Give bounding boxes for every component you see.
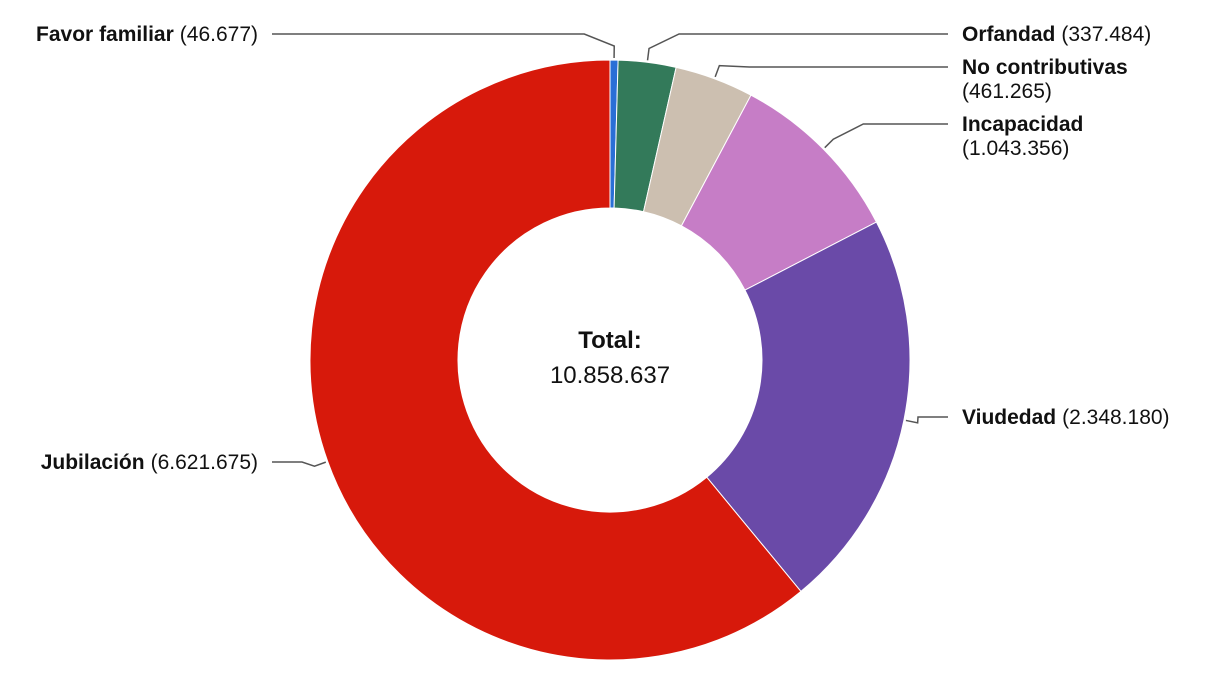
slice-label-value: (46.677) xyxy=(180,23,258,46)
slice-label-jubilacion: Jubilación (6.621.675) xyxy=(41,451,258,474)
slice-label-name: Orfandad xyxy=(962,23,1055,46)
leader-line-jubilacion xyxy=(272,461,327,467)
slice-viudedad xyxy=(706,221,911,593)
slice-label-value: (2.348.180) xyxy=(1062,406,1169,429)
slice-label-viudedad: Viudedad (2.348.180) xyxy=(962,406,1170,429)
slice-label-value: (337.484) xyxy=(1061,23,1151,46)
slice-label-incapacidad: Incapacidad (1.043.356) xyxy=(962,113,1083,160)
leader-line-viudedad xyxy=(905,416,948,424)
slice-label-value: (461.265) xyxy=(962,80,1052,103)
slice-label-value: (1.043.356) xyxy=(962,137,1069,160)
slice-labels: Favor familiar (46.677) Orfandad (337.484) N… xyxy=(36,23,1170,474)
leader-line-incapacidad xyxy=(824,123,948,149)
slice-label-value: (6.621.675) xyxy=(151,451,258,474)
center-value: 10.858.637 xyxy=(550,362,670,389)
slice-label-name: Viudedad xyxy=(962,406,1056,429)
donut-slices xyxy=(309,59,911,661)
leader-line-orfandad xyxy=(646,33,948,61)
slice-label-name: Jubilación xyxy=(41,451,145,474)
slice-label-orfandad: Orfandad (337.484) xyxy=(962,23,1151,46)
slice-label-name: No contributivas xyxy=(962,56,1128,79)
center-title: Total: xyxy=(578,327,642,354)
slice-label-name: Incapacidad xyxy=(962,113,1083,136)
slice-label-favor-familiar: Favor familiar (46.677) xyxy=(36,23,258,46)
leader-line-favor-familiar xyxy=(272,33,615,59)
slice-jubilacion xyxy=(309,59,802,661)
slice-label-name: Favor familiar xyxy=(36,23,174,46)
leader-line-no-contributivas xyxy=(714,64,948,78)
leader-lines xyxy=(272,33,948,467)
slice-label-no-contributivas: No contributivas (461.265) xyxy=(962,56,1128,103)
center-total: Total: 10.858.637 xyxy=(550,327,670,389)
